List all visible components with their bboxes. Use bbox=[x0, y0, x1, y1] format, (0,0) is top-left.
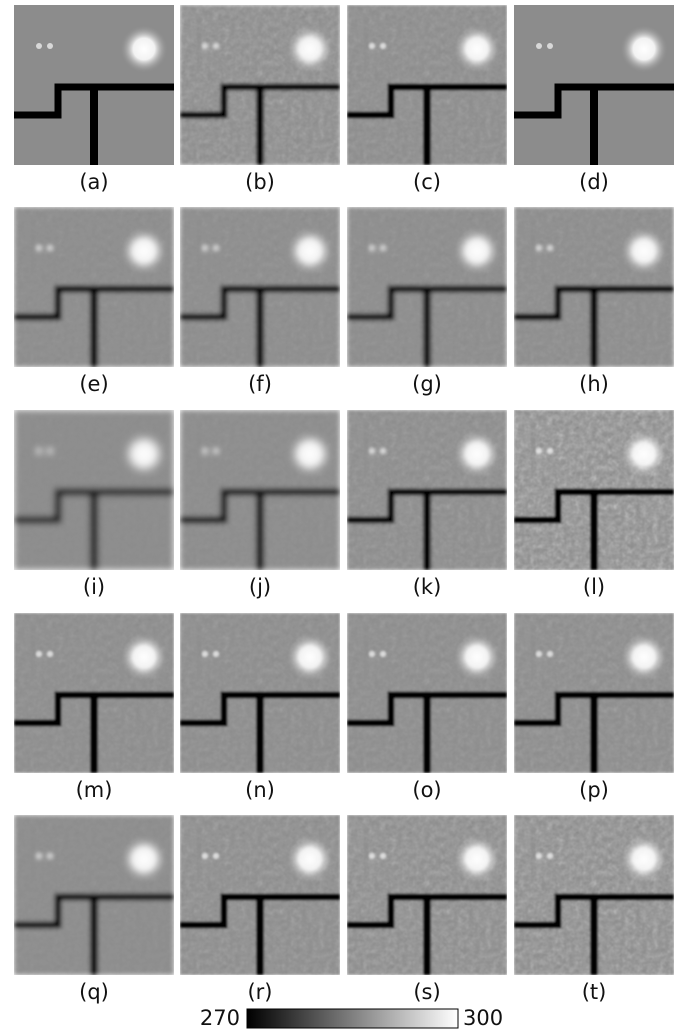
image-panel bbox=[180, 410, 340, 570]
panel-label: (q) bbox=[79, 980, 109, 1004]
noise-overlay bbox=[14, 410, 174, 570]
panel-label: (n) bbox=[245, 778, 275, 802]
noise-overlay bbox=[514, 207, 674, 367]
panel-label: (s) bbox=[413, 980, 440, 1004]
noise-overlay bbox=[180, 207, 340, 367]
panel-label: (f) bbox=[248, 372, 272, 396]
colorbar-min: 270 bbox=[200, 1006, 240, 1030]
noise-overlay bbox=[514, 410, 674, 570]
panel-label: (b) bbox=[245, 170, 275, 194]
image-panel bbox=[180, 815, 340, 975]
noise-overlay bbox=[514, 815, 674, 975]
panel-label: (p) bbox=[579, 778, 609, 802]
image-panel bbox=[347, 613, 507, 773]
image-panel bbox=[514, 207, 674, 367]
noise-overlay bbox=[180, 410, 340, 570]
noise-overlay bbox=[347, 5, 507, 165]
panel-label: (e) bbox=[79, 372, 108, 396]
image-panel bbox=[514, 5, 674, 165]
panel-label: (l) bbox=[583, 575, 605, 599]
noise-overlay bbox=[14, 815, 174, 975]
image-panel bbox=[514, 613, 674, 773]
image-panel bbox=[347, 815, 507, 975]
noise-overlay bbox=[180, 613, 340, 773]
noise-overlay bbox=[14, 613, 174, 773]
panel-label: (g) bbox=[412, 372, 442, 396]
figure: (a) (b) (c) (d) (e) (f) (g) (h) (i) (j) (k) (l) (m) (… bbox=[0, 0, 683, 1034]
panel-label: (d) bbox=[579, 170, 609, 194]
panel-image bbox=[14, 5, 174, 165]
image-panel bbox=[180, 613, 340, 773]
image-panel bbox=[14, 410, 174, 570]
image-panel bbox=[14, 207, 174, 367]
panel-image bbox=[514, 5, 674, 165]
panel-label: (a) bbox=[79, 170, 108, 194]
noise-overlay bbox=[14, 207, 174, 367]
panel-label: (r) bbox=[247, 980, 272, 1004]
noise-overlay bbox=[180, 815, 340, 975]
colorbar bbox=[247, 1009, 458, 1028]
colorbar-max: 300 bbox=[463, 1006, 503, 1030]
image-panel bbox=[347, 410, 507, 570]
image-panel bbox=[514, 410, 674, 570]
panel-label: (h) bbox=[579, 372, 609, 396]
panel-label: (k) bbox=[413, 575, 442, 599]
noise-overlay bbox=[347, 410, 507, 570]
panel-label: (o) bbox=[412, 778, 441, 802]
panel-label: (i) bbox=[83, 575, 105, 599]
image-panel bbox=[14, 5, 174, 165]
noise-overlay bbox=[347, 207, 507, 367]
image-panel bbox=[180, 207, 340, 367]
image-panel bbox=[347, 207, 507, 367]
image-panel bbox=[180, 5, 340, 165]
noise-overlay bbox=[347, 815, 507, 975]
image-panel bbox=[514, 815, 674, 975]
panel-label: (c) bbox=[413, 170, 441, 194]
page: {"panels": [{"label": "(a)"}, {"label": … bbox=[0, 0, 683, 1034]
noise-overlay bbox=[514, 613, 674, 773]
noise-overlay bbox=[347, 613, 507, 773]
image-panel bbox=[14, 613, 174, 773]
image-panel bbox=[14, 815, 174, 975]
panel-label: (t) bbox=[582, 980, 607, 1004]
panel-label: (m) bbox=[76, 778, 113, 802]
panel-label: (j) bbox=[249, 575, 271, 599]
image-panel bbox=[347, 5, 507, 165]
noise-overlay bbox=[180, 5, 340, 165]
